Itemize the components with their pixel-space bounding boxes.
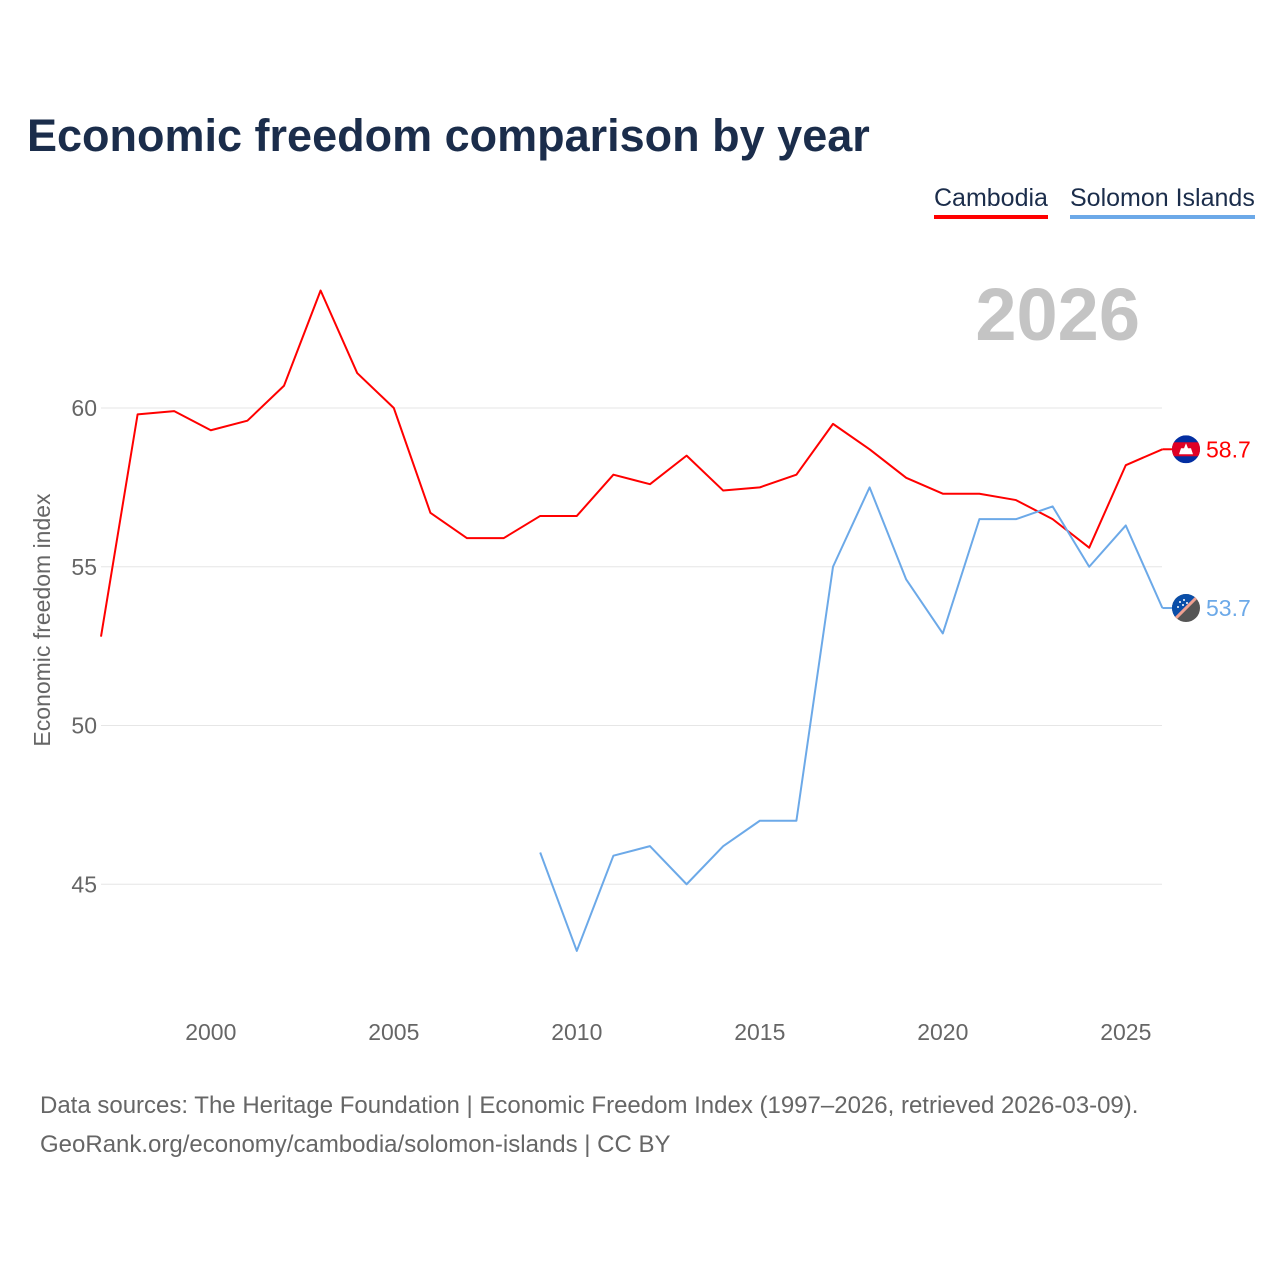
x-tick-label: 2025 [1100, 1019, 1151, 1045]
year-watermark: 2026 [975, 273, 1140, 356]
y-axis-label: Economic freedom index [29, 493, 55, 747]
flag-star [1186, 602, 1188, 605]
line-chart: 45 50 55 60 2000 2005 2010 2015 2020 2025 2026 Ec… [29, 273, 1251, 1045]
series-line-cambodia [100, 289, 1163, 637]
flag-temple [1179, 443, 1193, 455]
end-value-label-cambodia: 58.7 [1206, 436, 1251, 462]
x-tick-label: 2000 [185, 1019, 236, 1045]
flag-star [1182, 604, 1184, 607]
chart-title: Economic freedom comparison by year [27, 110, 870, 161]
flag-stripe [1172, 594, 1200, 623]
footer-sources: Data sources: The Heritage Foundation | … [40, 1092, 1139, 1119]
cambodia-flag-icon [1172, 435, 1200, 464]
end-value-label-solomon-islands: 53.7 [1206, 595, 1251, 621]
x-tick-label: 2015 [734, 1019, 785, 1045]
x-tick-label: 2005 [368, 1019, 419, 1045]
footer-attribution[interactable]: GeoRank.org/economy/cambodia/solomon-isl… [40, 1131, 671, 1158]
flag-star [1179, 601, 1181, 604]
flag-star [1177, 606, 1179, 609]
flag [1172, 594, 1200, 623]
y-tick-label: 60 [71, 395, 97, 421]
x-tick-label: 2020 [917, 1019, 968, 1045]
legend-cambodia[interactable]: Cambodia [934, 184, 1048, 219]
y-tick-label: 50 [71, 713, 97, 739]
flag-star [1183, 599, 1185, 602]
y-tick-label: 55 [71, 554, 97, 580]
footer: Data sources: The Heritage Foundation | … [40, 1086, 1138, 1164]
y-tick-label: 45 [71, 871, 97, 897]
flag [1172, 435, 1200, 464]
x-tick-label: 2010 [551, 1019, 602, 1045]
legend-solomon-islands[interactable]: Solomon Islands [1070, 184, 1255, 219]
solomon-islands-flag-icon [1172, 594, 1200, 623]
series-line-solomon-islands [539, 486, 1164, 952]
